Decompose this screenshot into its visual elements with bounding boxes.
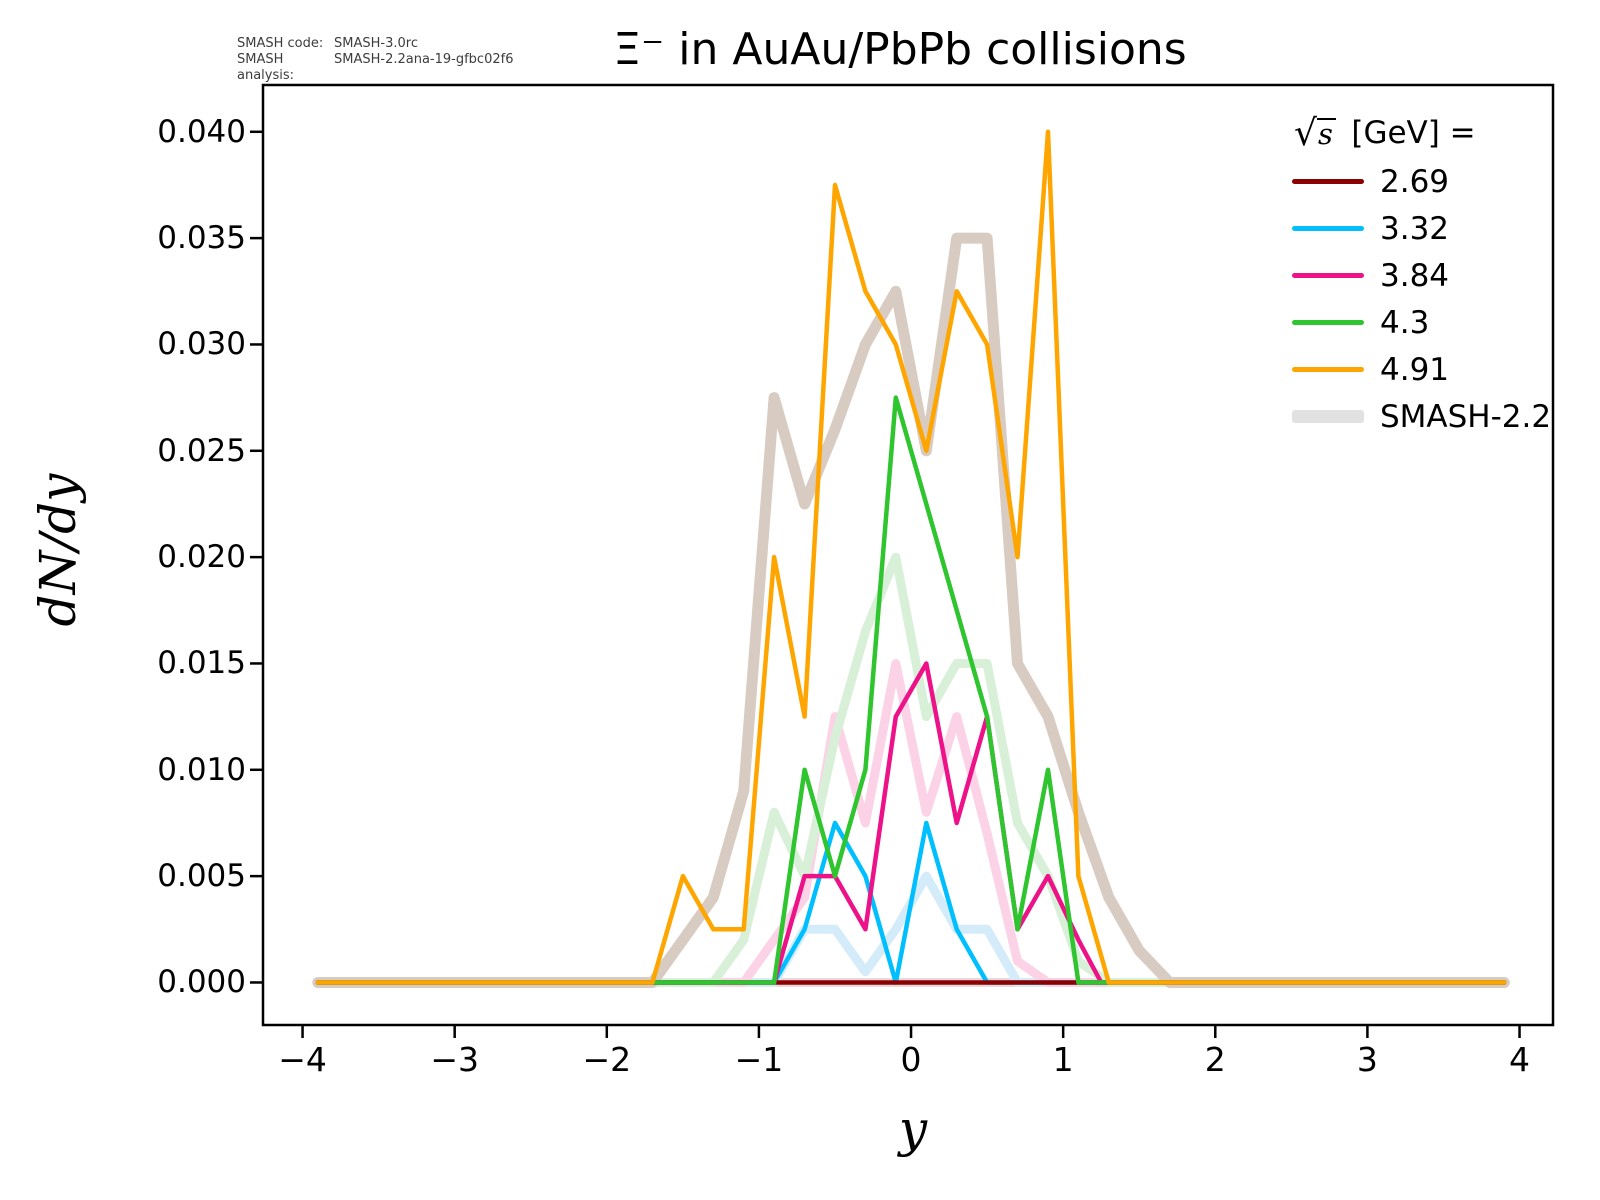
legend-row-SMASH-2.2: SMASH-2.2 bbox=[1292, 393, 1551, 440]
x-tick-3: 3 bbox=[1356, 1040, 1378, 1079]
legend-swatch-4.3 bbox=[1292, 320, 1364, 325]
chart-title: Ξ⁻ in AuAu/PbPb collisions bbox=[613, 24, 1187, 75]
legend-label-4.3: 4.3 bbox=[1380, 304, 1430, 341]
legend-label-2.69: 2.69 bbox=[1380, 163, 1450, 200]
legend-label-3.84: 3.84 bbox=[1380, 257, 1450, 294]
x-tick-4: 4 bbox=[1509, 1040, 1531, 1079]
y-tick-0.010: 0.010 bbox=[157, 751, 246, 788]
sqrt-icon: √ bbox=[1294, 112, 1317, 154]
series-3.32 bbox=[315, 820, 1507, 985]
smash-code-label: SMASH code: bbox=[237, 36, 324, 51]
series-4.91 bbox=[315, 129, 1507, 985]
x-tick-1: 1 bbox=[1052, 1040, 1074, 1079]
smash-analysis-row: SMASH analysis: SMASH-2.2ana-19-gfbc02f6 bbox=[237, 52, 513, 84]
x-tick-0: 0 bbox=[900, 1040, 922, 1079]
smash-version-annotation: SMASH code: SMASH-3.0rc SMASH analysis: … bbox=[237, 36, 513, 84]
smash-analysis-value: SMASH-2.2ana-19-gfbc02f6 bbox=[334, 52, 514, 67]
x-tick-−1: −1 bbox=[734, 1040, 784, 1079]
legend-row-2.69: 2.69 bbox=[1292, 158, 1551, 205]
legend-row-3.32: 3.32 bbox=[1292, 205, 1551, 252]
series-smash22-3.84 bbox=[313, 659, 1509, 987]
smash-analysis-label: SMASH analysis: bbox=[237, 52, 295, 83]
legend-label-4.91: 4.91 bbox=[1380, 351, 1450, 388]
legend-swatch-SMASH-2.2 bbox=[1292, 410, 1364, 423]
x-axis-label: y bbox=[898, 1100, 928, 1158]
series-4.3 bbox=[315, 395, 1507, 985]
x-tick-−2: −2 bbox=[582, 1040, 632, 1079]
legend-swatch-4.91 bbox=[1292, 367, 1364, 372]
smash-code-row: SMASH code: SMASH-3.0rc bbox=[237, 36, 513, 52]
x-tick-−4: −4 bbox=[278, 1040, 327, 1079]
x-tick-2: 2 bbox=[1204, 1040, 1226, 1079]
legend-swatch-3.84 bbox=[1292, 273, 1364, 278]
legend-sqrt-arg: s bbox=[1316, 118, 1336, 149]
legend-row-4.91: 4.91 bbox=[1292, 346, 1551, 393]
smash-code-value: SMASH-3.0rc bbox=[334, 36, 418, 51]
legend-row-3.84: 3.84 bbox=[1292, 252, 1551, 299]
y-tick-0.005: 0.005 bbox=[157, 858, 246, 895]
legend-title: √ s [GeV] = bbox=[1292, 108, 1551, 158]
series-3.84 bbox=[315, 661, 1507, 985]
x-tick-−3: −3 bbox=[430, 1040, 479, 1079]
y-tick-0.025: 0.025 bbox=[157, 432, 246, 469]
series-smash22-4.91 bbox=[312, 232, 1510, 988]
y-tick-0.040: 0.040 bbox=[157, 113, 246, 150]
y-tick-0.035: 0.035 bbox=[157, 220, 246, 257]
y-axis-label: dN/dy bbox=[29, 473, 87, 627]
y-tick-0.000: 0.000 bbox=[157, 964, 246, 1001]
legend-row-4.3: 4.3 bbox=[1292, 299, 1551, 346]
y-tick-0.030: 0.030 bbox=[157, 326, 246, 363]
legend-title-units: [GeV] = bbox=[1335, 115, 1476, 151]
y-tick-0.015: 0.015 bbox=[157, 645, 246, 682]
legend: √ s [GeV] = 2.69 3.32 3.84 4.3 4.91 SMASH-2.2 bbox=[1292, 108, 1551, 440]
series-smash22-4.3 bbox=[313, 552, 1509, 987]
legend-label-3.32: 3.32 bbox=[1380, 210, 1450, 247]
legend-swatch-3.32 bbox=[1292, 226, 1364, 231]
y-tick-0.020: 0.020 bbox=[157, 539, 246, 576]
legend-label-SMASH-2.2: SMASH-2.2 bbox=[1380, 398, 1552, 435]
legend-swatch-2.69 bbox=[1292, 179, 1364, 184]
